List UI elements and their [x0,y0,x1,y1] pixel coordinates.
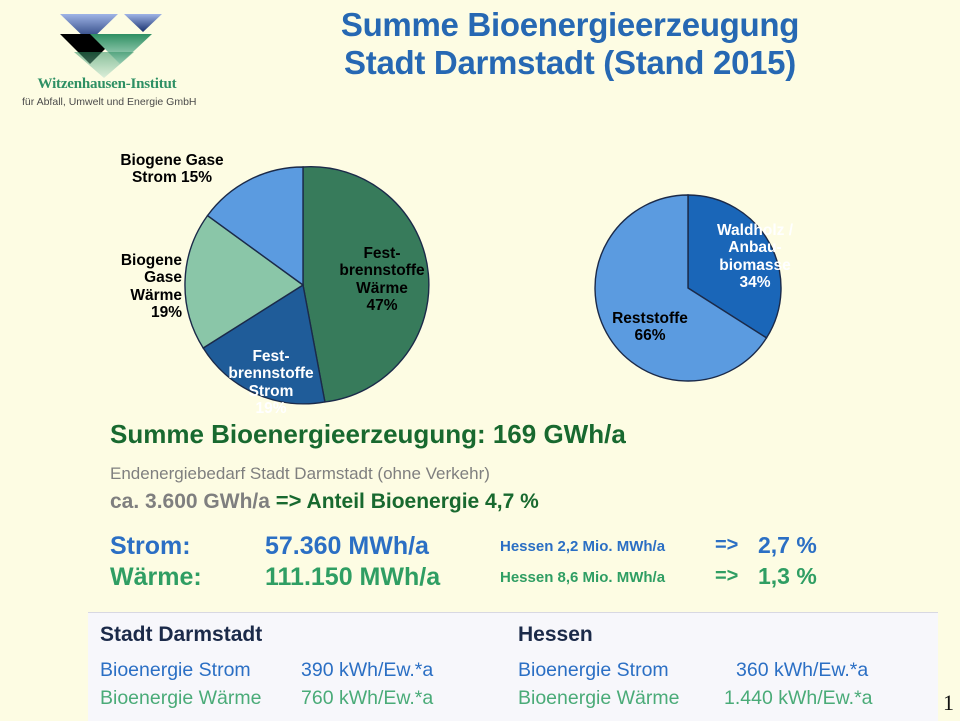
stat-strom-reference: Hessen 2,2 Mio. MWh/a [500,538,666,555]
stat-row-strom: Strom: 57.360 MWh/a Hessen 2,2 Mio. MWh/… [110,532,910,564]
comparison-panel: Stadt Darmstadt Hessen Bioenergie Strom … [88,612,938,721]
stat-strom-value: 57.360 MWh/a [265,532,429,560]
page-title: Summe Bioenergieerzeugung Stadt Darmstad… [200,6,940,83]
summary-demand-share: Anteil Bioenergie 4,7 % [306,490,539,513]
stat-waerme-reference: Hessen 8,6 Mio. MWh/a [500,569,666,586]
summary-demand-label: Endenergiebedarf Stadt Darmstadt (ohne V… [110,464,490,483]
pie-slice-biogene-gase-waerme [184,214,305,349]
pie-chart-energy-split-svg [184,166,430,405]
witzenhausen-z-logo-icon [60,14,162,78]
panel-row-1-right-value: 1.440 kWh/Ew.*a [724,687,873,709]
pie-label-biogene-gase-waerme: Biogene Gase Wärme 19% [120,252,182,322]
stat-waerme-value: 111.150 MWh/a [265,563,441,591]
stat-waerme-percent: 1,3 % [758,563,817,589]
stat-row-waerme: Wärme: 111.150 MWh/a Hessen 8,6 Mio. MWh… [110,563,910,595]
witzenhausen-institut-logo: Witzenhausen-Institut für Abfall, Umwelt… [22,8,197,116]
panel-row-0-right-value: 360 kWh/Ew.*a [736,659,869,681]
logo-company-name: Witzenhausen-Institut [37,76,177,92]
pie-slice-festbrennstoffe-waerme [302,166,430,403]
logo-company-subtitle: für Abfall, Umwelt und Energie GmbH [22,96,197,108]
stat-waerme-arrow-icon: => [715,565,739,587]
panel-row-1-right-label: Bioenergie Wärme [518,687,680,709]
panel-row-0-right-label: Bioenergie Strom [518,659,669,681]
pie-chart-biomass-origin-svg [594,194,782,382]
stat-waerme-label: Wärme: [110,563,202,591]
pie-chart-energy-split: Fest- brennstoffe Wärme 47% Fest- brenns… [0,140,470,430]
page-number: 1 [943,690,954,715]
pie-label-waldholz-anbaubiomasse: Waldholz / Anbau- biomasse 34% [716,222,794,292]
pie-slice-reststoffe [594,194,768,382]
pie-label-reststoffe: Reststoffe 66% [612,310,688,345]
pie-slice-festbrennstoffe-strom [202,283,326,405]
page-title-line1: Summe Bioenergieerzeugung [340,6,800,43]
summary-demand-line: ca. 3.600 GWh/a => Anteil Bioenergie 4,7… [110,488,539,514]
pie-chart-biomass-origin: Waldholz / Anbau- biomasse 34% Reststoff… [560,170,840,410]
panel-header-hessen: Hessen [518,623,593,646]
pie-slice-biogene-gase-strom [206,166,304,287]
stat-strom-label: Strom: [110,532,191,560]
page-title-line2: Stadt Darmstadt (Stand 2015) [344,44,796,82]
pie-label-festbrennstoffe-strom: Fest- brennstoffe Strom 19% [228,348,314,418]
panel-row-1-left-value: 760 kWh/Ew.*a [301,687,434,709]
stat-strom-percent: 2,7 % [758,532,817,558]
panel-header-stadt-darmstadt: Stadt Darmstadt [100,623,263,646]
summary-total: Summe Bioenergieerzeugung: 169 GWh/a [110,419,626,449]
panel-row-1-left-label: Bioenergie Wärme [100,687,262,709]
summary-demand-arrow-icon: => [275,488,302,513]
pie-label-biogene-gase-strom: Biogene Gase Strom 15% [120,152,224,187]
panel-row-0-left-value: 390 kWh/Ew.*a [301,659,434,681]
stat-strom-arrow-icon: => [715,534,739,556]
panel-row-0-left-label: Bioenergie Strom [100,659,251,681]
pie-label-festbrennstoffe-waerme: Fest- brennstoffe Wärme 47% [339,245,425,315]
summary-demand-value: ca. 3.600 GWh/a [110,490,270,513]
